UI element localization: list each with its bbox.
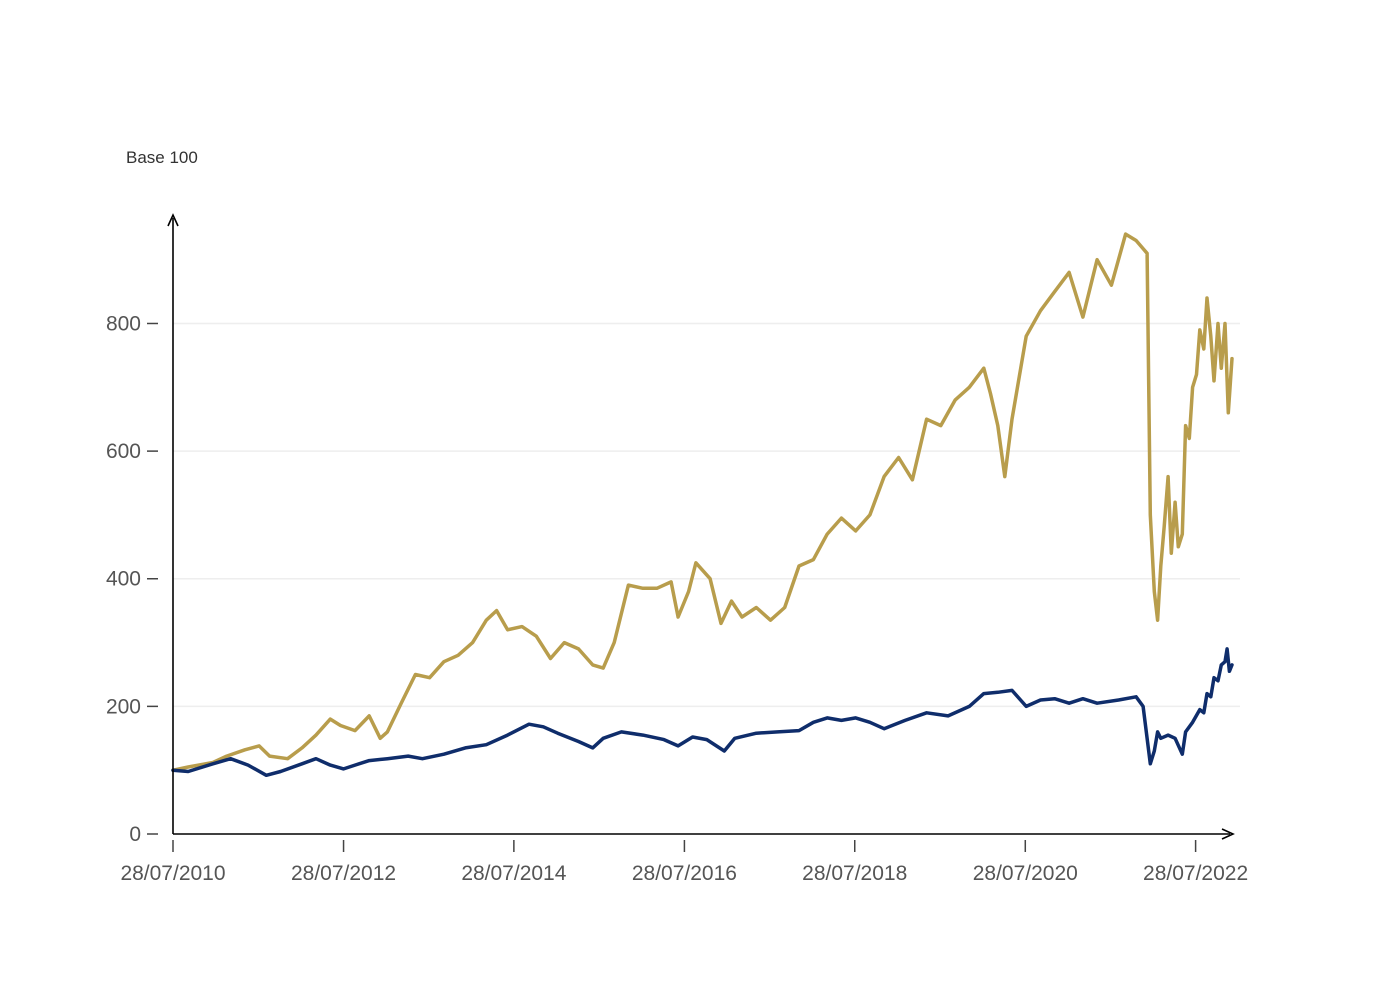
series-layer xyxy=(171,232,1234,778)
x-tick-label-0: 28/07/2010 xyxy=(120,862,225,885)
x-tick-label-4: 28/07/2018 xyxy=(802,862,907,885)
x-ticks: 28/07/2010 28/07/2012 28/07/2014 28/07/2016… xyxy=(120,840,1248,885)
series-line-0 xyxy=(171,232,1234,772)
x-tick-label-2: 28/07/2014 xyxy=(461,862,566,885)
y-tick-label-400: 400 xyxy=(106,568,141,591)
x-tick-label-5: 28/07/2020 xyxy=(973,862,1078,885)
y-tick-label-0: 0 xyxy=(129,823,141,846)
gridlines xyxy=(173,322,1240,708)
x-tick-label-1: 28/07/2012 xyxy=(291,862,396,885)
x-tick-label-6: 28/07/2022 xyxy=(1143,862,1248,885)
y-axis-unit-label: Base 100 xyxy=(126,148,198,167)
x-axis-arrow xyxy=(1221,828,1235,840)
y-tick-label-200: 200 xyxy=(106,695,141,718)
y-ticks: 0 200 400 600 800 xyxy=(106,312,158,846)
y-tick-label-600: 600 xyxy=(106,440,141,463)
x-tick-label-3: 28/07/2016 xyxy=(632,862,737,885)
y-tick-label-800: 800 xyxy=(106,312,141,335)
axes xyxy=(167,213,1235,840)
series-line-1 xyxy=(171,647,1234,778)
y-axis-arrow xyxy=(167,213,179,227)
